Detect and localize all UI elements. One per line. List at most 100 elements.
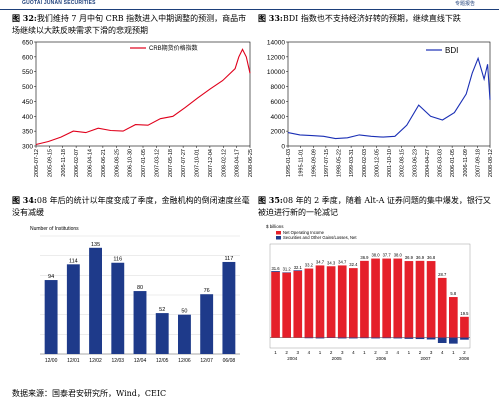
series-line [35, 48, 251, 146]
data-label: 38.0 [371, 253, 380, 258]
x-tick-label: 4 [397, 350, 400, 355]
bar-securities-gains-losses [337, 337, 347, 339]
x-tick-label: 4 [308, 350, 311, 355]
legend-label: BDI [445, 46, 458, 55]
data-label: 94 [48, 274, 54, 280]
data-label: 80 [137, 285, 143, 291]
bar-securities-gains-losses [382, 337, 391, 339]
x-tick-label: 4 [441, 350, 444, 355]
x-tick-label: 2 [330, 350, 333, 355]
bar-net-operating-income [404, 261, 414, 338]
x-tick-label: 4 [352, 350, 355, 355]
x-tick-label: 2007-07-27 [181, 149, 187, 177]
x-tick-label: 12/04 [134, 358, 147, 364]
x-tick-label: 2007-09-18 [475, 149, 481, 177]
bar-securities-gains-losses [426, 337, 436, 340]
bar [200, 294, 214, 354]
x-tick-label: 2 [419, 350, 422, 355]
bar [66, 264, 80, 354]
report-type-label: 专题报告 [454, 1, 475, 7]
figure-32-caption: 图 32:我们维持 7 月中旬 CRB 指数进入中期调整的预测，商品市场继续以大… [12, 13, 247, 35]
x-tick-label: 2006-06-21 [101, 149, 107, 177]
year-label: 2007 [421, 356, 432, 361]
x-tick-label: 2 [285, 350, 288, 355]
x-tick-label: 2008-06-25 [248, 149, 254, 177]
bar-net-operating-income [304, 268, 314, 338]
x-tick-label: 1 [363, 350, 366, 355]
bar [155, 313, 169, 354]
x-tick-label: 2000-02-03 [362, 149, 368, 177]
data-label: 36.9 [360, 255, 369, 260]
x-tick-label: 2000-12-05 [374, 149, 380, 177]
bar-securities-gains-losses [315, 337, 325, 339]
x-tick-label: 2005-09-15 [47, 149, 53, 177]
y-tick-label: 400 [22, 114, 33, 121]
data-label: 32.4 [349, 262, 358, 267]
data-label: 50 [181, 309, 187, 315]
data-label: 76 [204, 288, 210, 294]
y-tick-label: 12000 [267, 54, 285, 61]
institutions-bar-chart: Number of Institutions 94 12/00 114 12/01 135… [30, 226, 240, 364]
source-footer: 数据来源：国泰君安研究所，Wind，CEIC [12, 389, 167, 398]
crb-line-chart: 300 350 400 450 500 550 600 650 2005-07-12 2005-0… [22, 40, 254, 178]
x-tick-label: 12/06 [178, 358, 191, 364]
legend-swatch [276, 231, 281, 235]
plot-frame [287, 41, 491, 147]
data-label: 37.7 [383, 253, 392, 258]
plot-frame [35, 41, 251, 147]
bar-securities-gains-losses [460, 337, 469, 340]
x-tick-label: 12/05 [156, 358, 169, 364]
data-label: 33.2 [305, 263, 314, 268]
data-label: 5.8 [450, 291, 456, 296]
company-logo: GUOTAI JUNAN SECURITIES [22, 0, 96, 6]
y-axis-label: $ billions [266, 224, 284, 229]
bar-net-operating-income [293, 270, 303, 338]
x-tick-label: 3 [385, 350, 388, 355]
figure-35-caption: 图 35:08 年的 2 季度，随着 Alt-A 证券问题的集中爆发，银行又被迫… [258, 195, 491, 217]
x-tick-label: 1 [274, 350, 277, 355]
bar [222, 261, 236, 354]
bar-net-operating-income [393, 258, 403, 338]
figure-33-caption: 图 33:BDI 指数也不支持经济好转的预期，继续直线下跌 [258, 13, 461, 23]
y-tick-label: 10000 [267, 69, 285, 76]
x-tick-label: 1997-07-15 [324, 149, 330, 177]
data-label: 36.8 [427, 255, 436, 260]
data-label: 34.7 [316, 259, 325, 264]
data-label: 52 [159, 307, 165, 313]
x-tick-label: 2005-11-18 [61, 149, 67, 177]
data-label: 31.2 [283, 267, 292, 272]
legend-label: Securities and Other Gains/Losses, Net [283, 235, 357, 240]
x-tick-label: 2001-10-10 [387, 149, 393, 177]
data-label: 135 [91, 242, 100, 248]
data-label: 19.5 [460, 311, 469, 316]
bar-net-operating-income [460, 316, 469, 338]
y-tick-label: 500 [22, 84, 33, 91]
data-label: 38.0 [394, 253, 403, 258]
bar-net-operating-income [415, 260, 425, 338]
x-tick-label: 2 [374, 350, 377, 355]
x-tick-label: 2 [463, 350, 466, 355]
year-label: 2005 [332, 356, 343, 361]
x-tick-label: 1995-11-01 [299, 149, 305, 177]
x-tick-label: 12/07 [200, 358, 213, 364]
x-tick-label: 1 [452, 350, 455, 355]
bar-securities-gains-losses [404, 337, 414, 339]
x-tick-label: 2004-04-27 [425, 149, 431, 177]
x-tick-label: 3 [430, 350, 433, 355]
x-tick-label: 2006-10-30 [128, 149, 134, 177]
bar-net-operating-income [349, 268, 358, 338]
x-tick-label: 2007-12-04 [208, 149, 214, 177]
bar-net-operating-income [315, 265, 325, 338]
series-line [287, 56, 491, 140]
bar-net-operating-income [449, 297, 458, 338]
bar-securities-gains-losses [393, 337, 403, 339]
x-tick-label: 1 [319, 350, 322, 355]
bar-securities-gains-losses [371, 337, 380, 339]
data-label: 34.3 [327, 260, 336, 265]
y-tick-label: 650 [22, 40, 33, 47]
x-tick-label: 2005-07-12 [34, 149, 40, 177]
bar-net-operating-income [437, 277, 447, 338]
x-tick-label: 2008-04-17 [235, 149, 241, 177]
data-label: 31.6 [271, 266, 280, 271]
